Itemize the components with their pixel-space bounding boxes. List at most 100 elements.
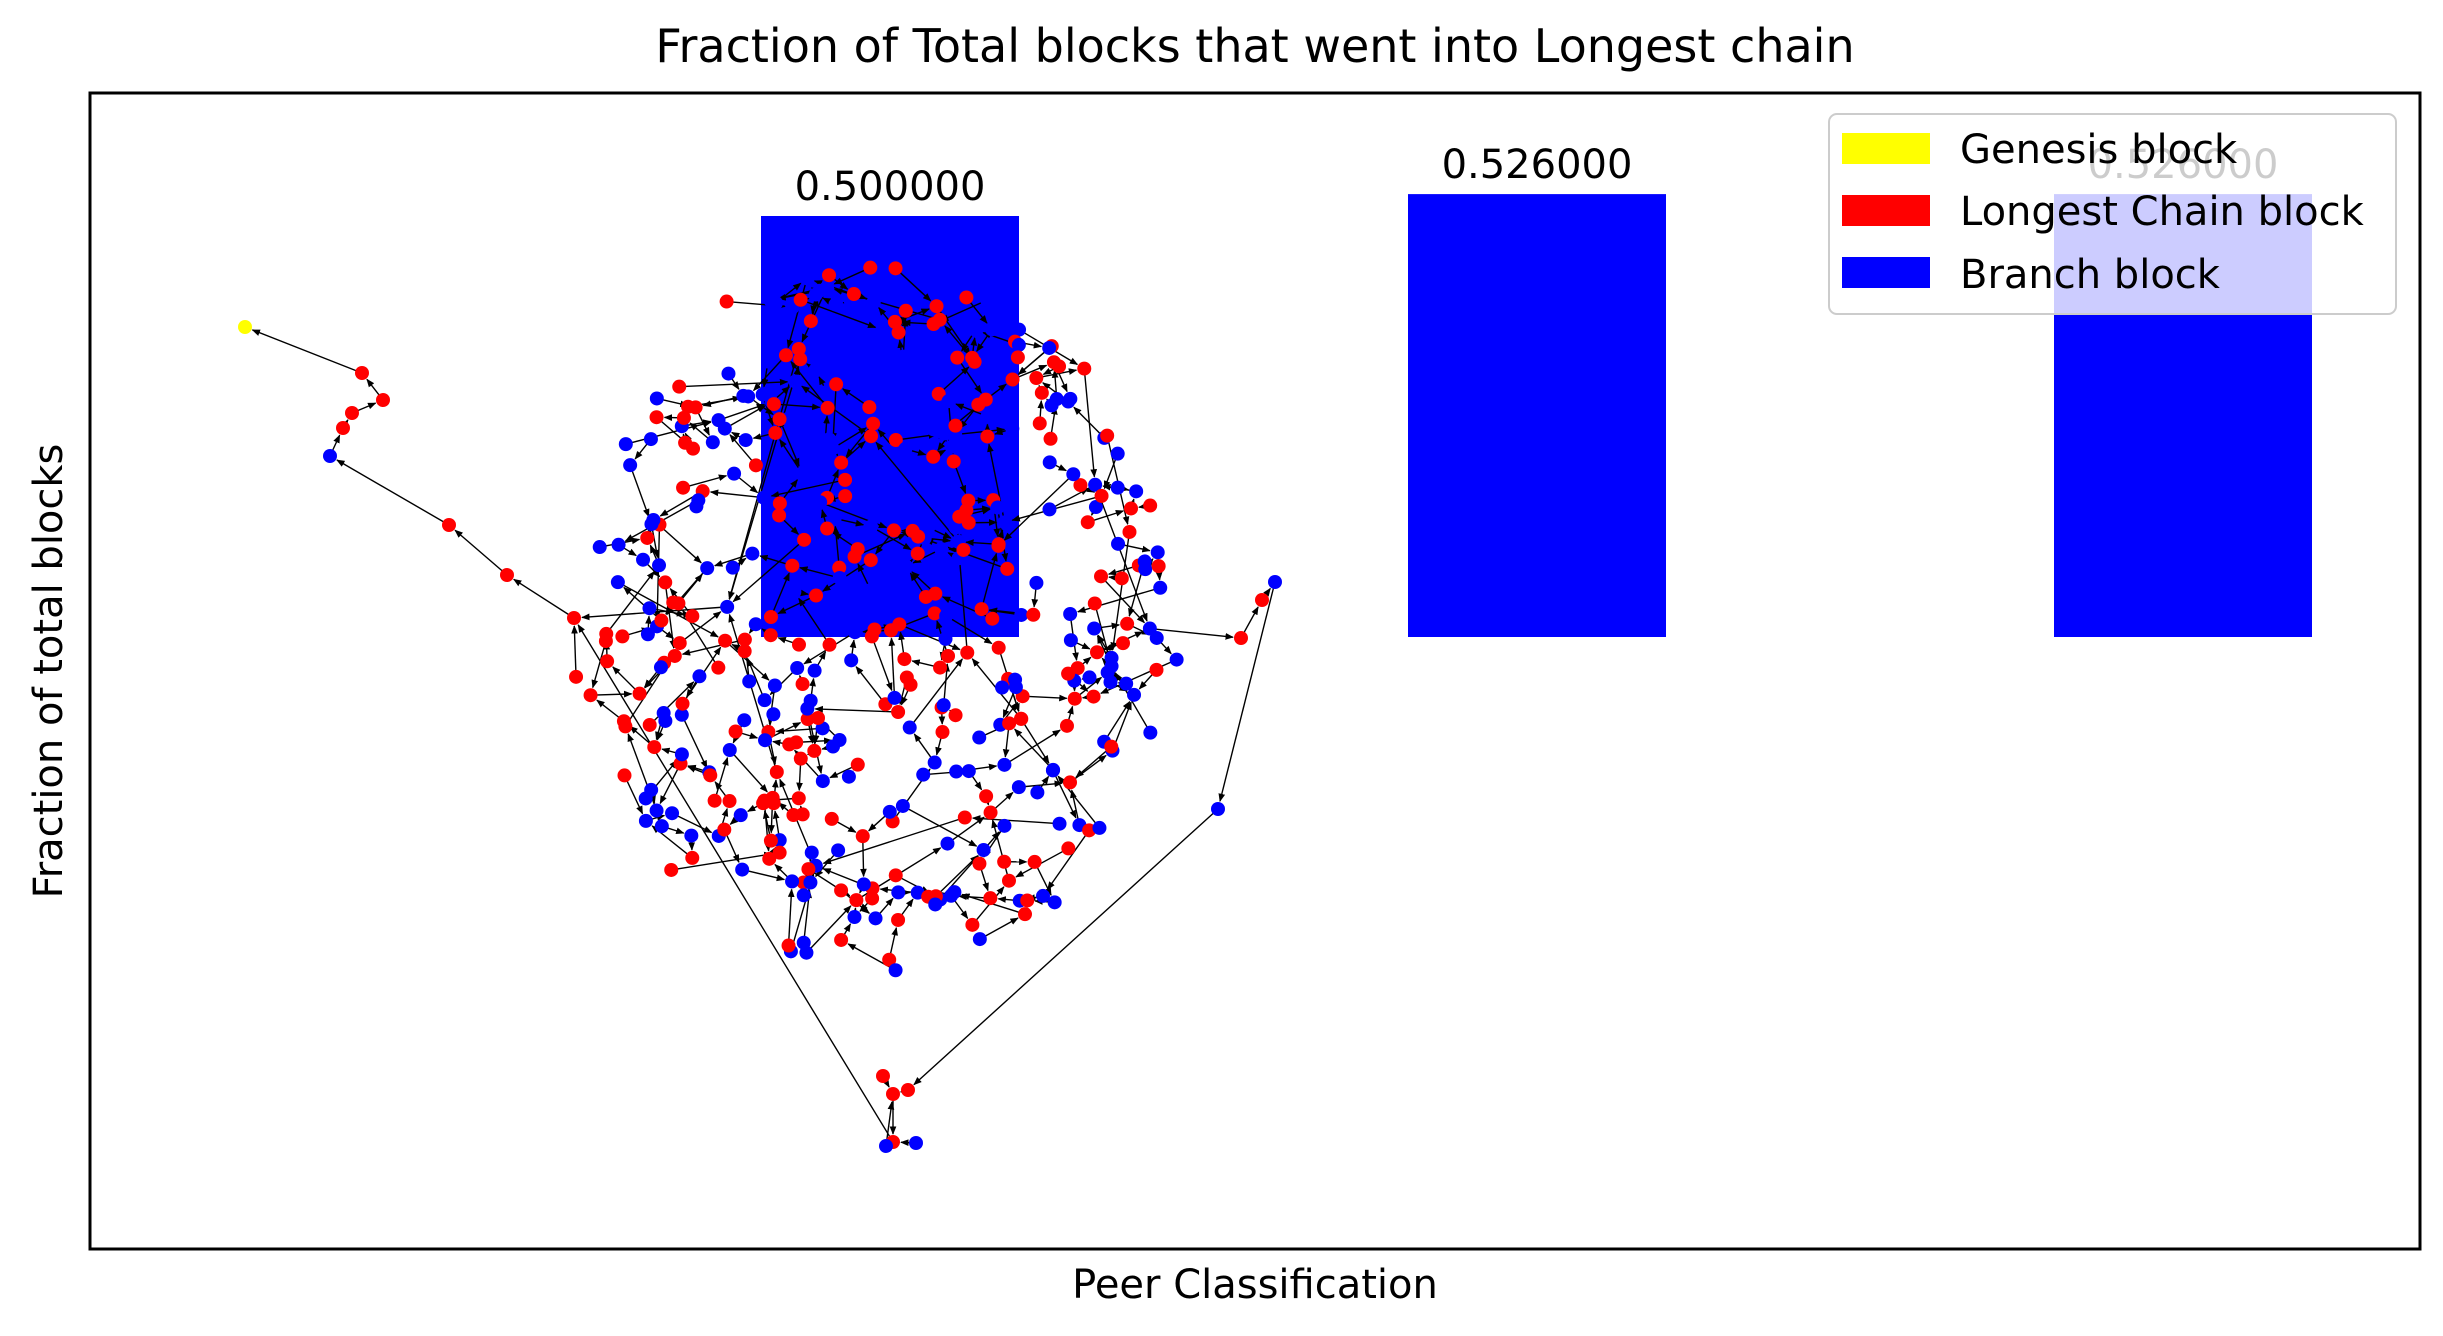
branch-node xyxy=(899,559,914,574)
longest-chain-node xyxy=(671,596,686,611)
branch-node xyxy=(891,885,906,900)
chart-title: Fraction of Total blocks that went into … xyxy=(655,19,1854,73)
legend-swatch-longest xyxy=(1842,195,1930,226)
longest-chain-node xyxy=(567,611,581,625)
branch-node xyxy=(1087,621,1102,636)
longest-chain-node xyxy=(888,433,903,448)
branch-node xyxy=(795,466,810,481)
branch-node xyxy=(1149,630,1164,645)
branch-node xyxy=(1082,670,1097,685)
branch-node xyxy=(940,836,955,851)
longest-chain-node xyxy=(926,317,941,332)
longest-chain-node xyxy=(965,350,980,365)
graph-edge xyxy=(709,489,764,499)
branch-node xyxy=(1150,545,1165,560)
longest-chain-node xyxy=(642,717,657,732)
graph-edge xyxy=(940,299,988,322)
branch-node xyxy=(1143,725,1158,740)
longest-chain-node xyxy=(1151,559,1166,574)
branch-node xyxy=(848,625,863,640)
branch-node xyxy=(1119,676,1134,691)
branch-node xyxy=(1063,391,1078,406)
branch-node xyxy=(654,819,669,834)
branch-node xyxy=(640,627,655,642)
graph-edge xyxy=(1094,484,1148,622)
longest-chain-node xyxy=(793,751,808,766)
longest-chain-node xyxy=(711,660,726,675)
branch-node xyxy=(1110,480,1125,495)
longest-chain-node xyxy=(1094,488,1109,503)
branch-node xyxy=(767,678,782,693)
longest-chain-node xyxy=(1067,691,1082,706)
longest-chain-node xyxy=(983,891,998,906)
longest-chain-node xyxy=(616,714,631,729)
longest-chain-node xyxy=(1059,718,1074,733)
branch-node xyxy=(968,323,983,338)
longest-chain-node xyxy=(762,851,777,866)
branch-node xyxy=(938,631,953,646)
branch-node xyxy=(653,660,668,675)
branch-node xyxy=(807,663,822,678)
branch-node xyxy=(936,698,951,713)
branch-node xyxy=(856,877,871,892)
branch-node xyxy=(788,374,803,389)
graph-edge xyxy=(1110,531,1131,651)
branch-node xyxy=(722,743,737,758)
longest-chain-node xyxy=(1234,631,1248,645)
branch-node xyxy=(1042,340,1057,355)
graph-edge xyxy=(577,624,894,1143)
longest-chain-node xyxy=(1104,739,1119,754)
graph-edge xyxy=(798,597,831,646)
branch-node xyxy=(831,843,846,858)
x-axis-label: Peer Classification xyxy=(1072,1262,1438,1308)
longest-chain-node xyxy=(891,705,906,720)
longest-chain-node xyxy=(583,688,598,703)
longest-chain-node xyxy=(654,613,669,628)
branch-node xyxy=(611,537,626,552)
branch-node xyxy=(727,466,742,481)
graph-edge xyxy=(713,756,729,801)
longest-chain-node xyxy=(763,609,778,624)
branch-node xyxy=(916,767,931,782)
longest-chain-node xyxy=(1061,666,1076,681)
branch-node xyxy=(748,617,763,632)
longest-chain-node xyxy=(791,341,806,356)
longest-chain-node xyxy=(1005,372,1020,387)
longest-chain-node xyxy=(675,696,690,711)
branch-node xyxy=(817,443,832,458)
longest-chain-node xyxy=(980,429,995,444)
longest-chain-node xyxy=(897,652,912,667)
longest-chain-node xyxy=(971,397,986,412)
longest-chain-node xyxy=(927,606,942,621)
graph-edge xyxy=(1103,700,1131,743)
bar-1 xyxy=(761,216,1019,637)
graph-edge xyxy=(1069,754,1107,783)
longest-chain-node xyxy=(765,790,780,805)
graph-edge xyxy=(682,474,728,489)
branch-node xyxy=(1014,607,1029,622)
branch-node xyxy=(725,560,740,575)
longest-chain-node xyxy=(959,290,974,305)
branch-node xyxy=(997,515,1012,530)
longest-chain-node xyxy=(864,629,879,644)
branch-node xyxy=(828,297,843,312)
graph-edge xyxy=(773,403,821,411)
longest-chain-node xyxy=(850,542,865,557)
branch-node xyxy=(926,422,941,437)
longest-chain-node xyxy=(795,677,810,692)
branch-node xyxy=(692,669,707,684)
branch-node xyxy=(841,769,856,784)
longest-chain-node xyxy=(737,644,752,659)
graph-edge xyxy=(947,816,985,845)
longest-chain-node xyxy=(809,588,824,603)
graph-edge xyxy=(681,714,708,769)
longest-chain-node xyxy=(672,379,687,394)
longest-chain-node xyxy=(781,938,796,953)
longest-chain-node xyxy=(905,523,920,538)
branch-node xyxy=(652,558,667,573)
longest-chain-node xyxy=(956,542,971,557)
graph-edge xyxy=(629,464,650,518)
longest-chain-node xyxy=(1086,689,1101,704)
longest-chain-node xyxy=(800,712,815,727)
longest-chain-node xyxy=(797,532,812,547)
